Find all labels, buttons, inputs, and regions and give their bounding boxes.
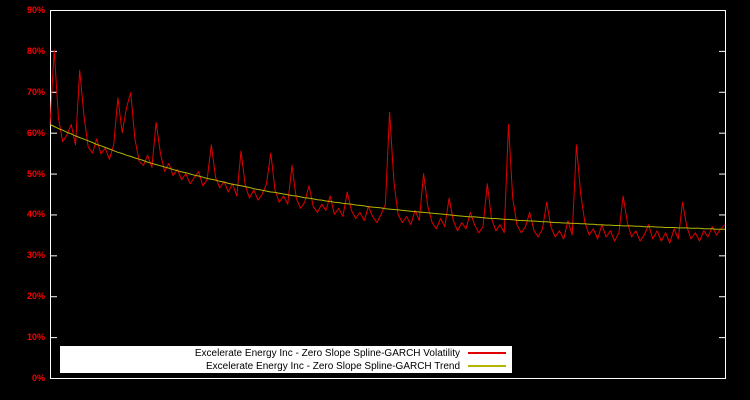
- legend-entry-trend: Excelerate Energy Inc - Zero Slope Splin…: [60, 360, 506, 373]
- y-tick-label: 0%: [31, 373, 45, 383]
- y-tick-label: 50%: [26, 168, 45, 179]
- y-tick-label: 80%: [26, 45, 45, 56]
- y-tick-label: 60%: [26, 127, 45, 138]
- legend: Excelerate Energy Inc - Zero Slope Splin…: [60, 346, 512, 373]
- y-tick-label: 90%: [26, 5, 45, 15]
- y-tick-label: 40%: [26, 209, 45, 220]
- legend-entry-volatility: Excelerate Energy Inc - Zero Slope Splin…: [60, 347, 506, 360]
- legend-label-trend: Excelerate Energy Inc - Zero Slope Splin…: [206, 360, 460, 372]
- y-tick-label: 20%: [26, 291, 45, 302]
- legend-line-sample-volatility: [468, 352, 506, 354]
- y-tick-label: 30%: [26, 250, 45, 261]
- legend-label-volatility: Excelerate Energy Inc - Zero Slope Splin…: [194, 347, 460, 359]
- y-tick-label: 70%: [26, 86, 45, 97]
- legend-line-sample-trend: [468, 365, 506, 367]
- y-tick-label: 10%: [26, 332, 45, 343]
- trend-series-line: [49, 124, 725, 230]
- volatility-series-line: [49, 49, 726, 244]
- plot-border: [50, 10, 726, 379]
